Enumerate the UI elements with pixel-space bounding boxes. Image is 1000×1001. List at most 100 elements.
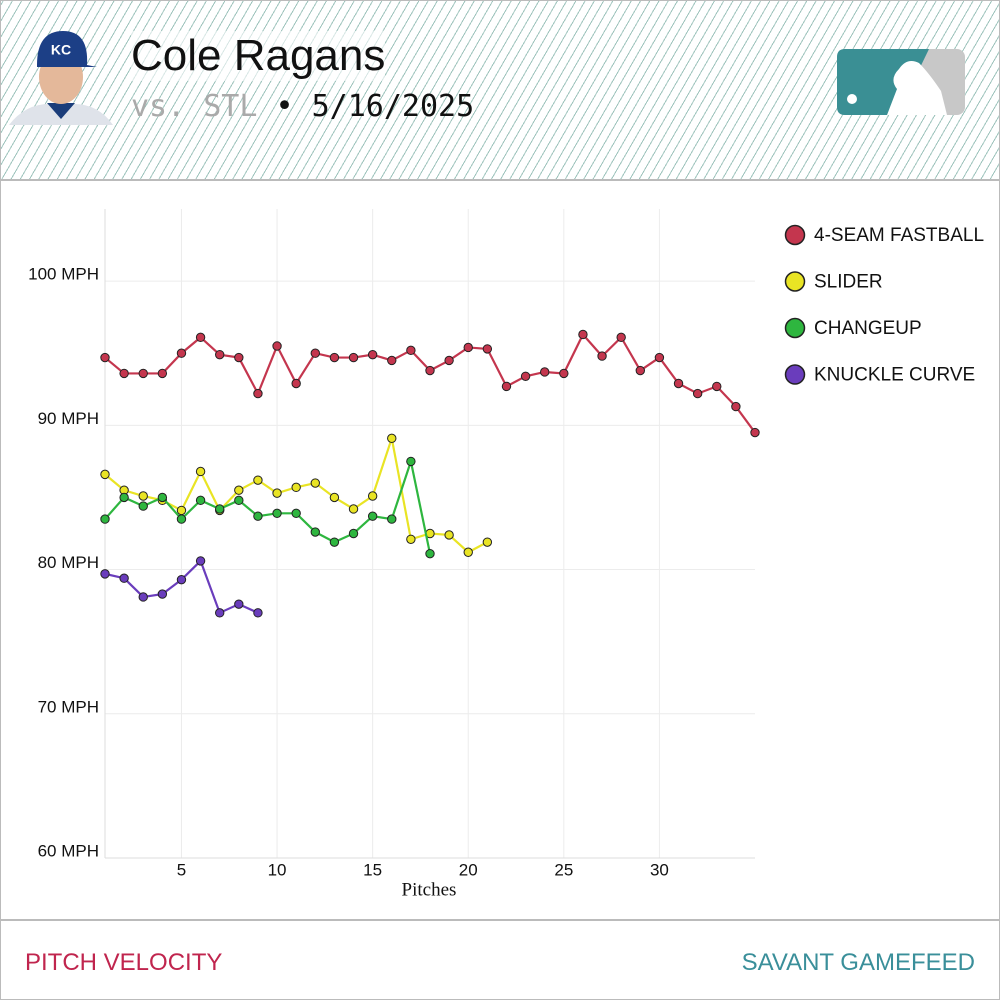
data-point bbox=[750, 427, 760, 438]
data-point bbox=[387, 514, 397, 524]
mlb-logo bbox=[837, 49, 965, 115]
legend-label: SLIDER bbox=[814, 272, 883, 293]
data-point bbox=[100, 569, 110, 579]
data-point bbox=[215, 504, 225, 514]
data-point bbox=[712, 381, 722, 392]
data-point bbox=[444, 355, 454, 366]
data-point bbox=[348, 504, 359, 514]
date: 5/16/2025 bbox=[311, 89, 475, 124]
data-point bbox=[367, 349, 378, 360]
data-point bbox=[329, 492, 340, 503]
y-tick-label: 70 MPH bbox=[38, 697, 99, 716]
data-point bbox=[176, 505, 187, 516]
chart: Pitches 60 MPH 70 MPH 80 MPH 90 MPH 100 MPH 5… bbox=[28, 209, 984, 900]
x-tick-label: 10 bbox=[268, 860, 287, 879]
data-point bbox=[540, 367, 550, 377]
data-point bbox=[119, 573, 129, 583]
data-point bbox=[329, 352, 340, 363]
data-point bbox=[291, 508, 301, 519]
data-point bbox=[195, 332, 206, 343]
data-point bbox=[482, 537, 493, 547]
data-point bbox=[157, 368, 168, 379]
data-point bbox=[616, 332, 626, 343]
data-point bbox=[100, 469, 110, 480]
data-point bbox=[635, 365, 645, 376]
data-point bbox=[119, 368, 129, 379]
data-point bbox=[406, 456, 416, 467]
data-point bbox=[157, 589, 168, 599]
data-point bbox=[463, 342, 473, 353]
legend-label: 4-SEAM FASTBALL bbox=[814, 225, 984, 246]
data-point bbox=[425, 365, 435, 376]
x-tick-label: 5 bbox=[177, 860, 186, 879]
data-point bbox=[406, 345, 416, 356]
y-tick-label: 100 MPH bbox=[28, 265, 99, 284]
legend-label: KNUCKLE CURVE bbox=[814, 365, 975, 386]
data-point bbox=[501, 381, 512, 392]
opponent: vs. STL bbox=[131, 89, 258, 124]
legend-marker bbox=[784, 271, 806, 292]
data-point bbox=[234, 485, 244, 495]
data-point bbox=[673, 378, 684, 389]
data-point bbox=[348, 352, 359, 363]
data-point bbox=[291, 482, 301, 493]
data-point bbox=[367, 511, 378, 521]
legend-label: CHANGEUP bbox=[814, 318, 922, 339]
x-tick-label: 25 bbox=[554, 860, 573, 879]
y-tick-label: 60 MPH bbox=[38, 841, 99, 860]
data-point bbox=[138, 491, 148, 501]
legend-marker bbox=[784, 224, 806, 246]
data-point bbox=[654, 352, 665, 363]
y-tick-label: 90 MPH bbox=[38, 409, 99, 428]
data-point bbox=[291, 378, 301, 389]
x-axis-label: Pitches bbox=[402, 879, 457, 900]
data-point bbox=[195, 556, 206, 566]
data-point bbox=[234, 352, 244, 363]
data-point bbox=[100, 352, 110, 363]
data-point bbox=[731, 401, 741, 412]
footer-title: PITCH VELOCITY bbox=[25, 949, 223, 976]
data-point bbox=[425, 548, 435, 559]
header: KC Cole Ragans vs. STL • 5/16/2025 bbox=[1, 1, 999, 181]
data-point bbox=[348, 528, 359, 539]
x-tick-label: 15 bbox=[363, 860, 382, 879]
data-point bbox=[176, 514, 187, 524]
player-name: Cole Ragans bbox=[131, 31, 386, 81]
data-point bbox=[119, 492, 129, 503]
footer-brand: SAVANT GAMEFEED bbox=[741, 949, 975, 976]
data-point bbox=[176, 574, 187, 585]
x-tick-label: 30 bbox=[650, 860, 669, 879]
separator: • bbox=[275, 89, 294, 124]
data-point bbox=[463, 547, 473, 557]
data-point bbox=[253, 608, 263, 618]
data-point bbox=[253, 511, 263, 521]
data-point bbox=[520, 371, 531, 381]
data-point bbox=[157, 492, 168, 503]
data-point bbox=[444, 530, 454, 540]
data-point bbox=[272, 508, 282, 519]
player-photo: KC bbox=[9, 31, 113, 125]
data-point bbox=[367, 491, 378, 501]
data-point bbox=[482, 344, 493, 354]
data-point bbox=[310, 478, 320, 488]
data-point bbox=[234, 599, 244, 609]
series-line bbox=[104, 332, 756, 434]
data-point bbox=[176, 348, 187, 358]
data-point bbox=[406, 534, 416, 544]
data-point bbox=[387, 355, 397, 366]
data-point bbox=[195, 495, 206, 506]
data-point bbox=[253, 475, 263, 485]
data-point bbox=[100, 514, 110, 524]
data-point bbox=[138, 592, 148, 602]
data-point bbox=[138, 368, 148, 379]
data-point bbox=[578, 329, 588, 340]
svg-text:KC: KC bbox=[51, 42, 71, 58]
legend-marker bbox=[784, 317, 806, 339]
legend-marker bbox=[784, 364, 806, 385]
data-point bbox=[138, 501, 148, 511]
game-info: vs. STL • 5/16/2025 bbox=[131, 89, 474, 124]
data-point bbox=[272, 341, 282, 351]
data-point bbox=[215, 608, 225, 618]
data-point bbox=[597, 351, 607, 361]
